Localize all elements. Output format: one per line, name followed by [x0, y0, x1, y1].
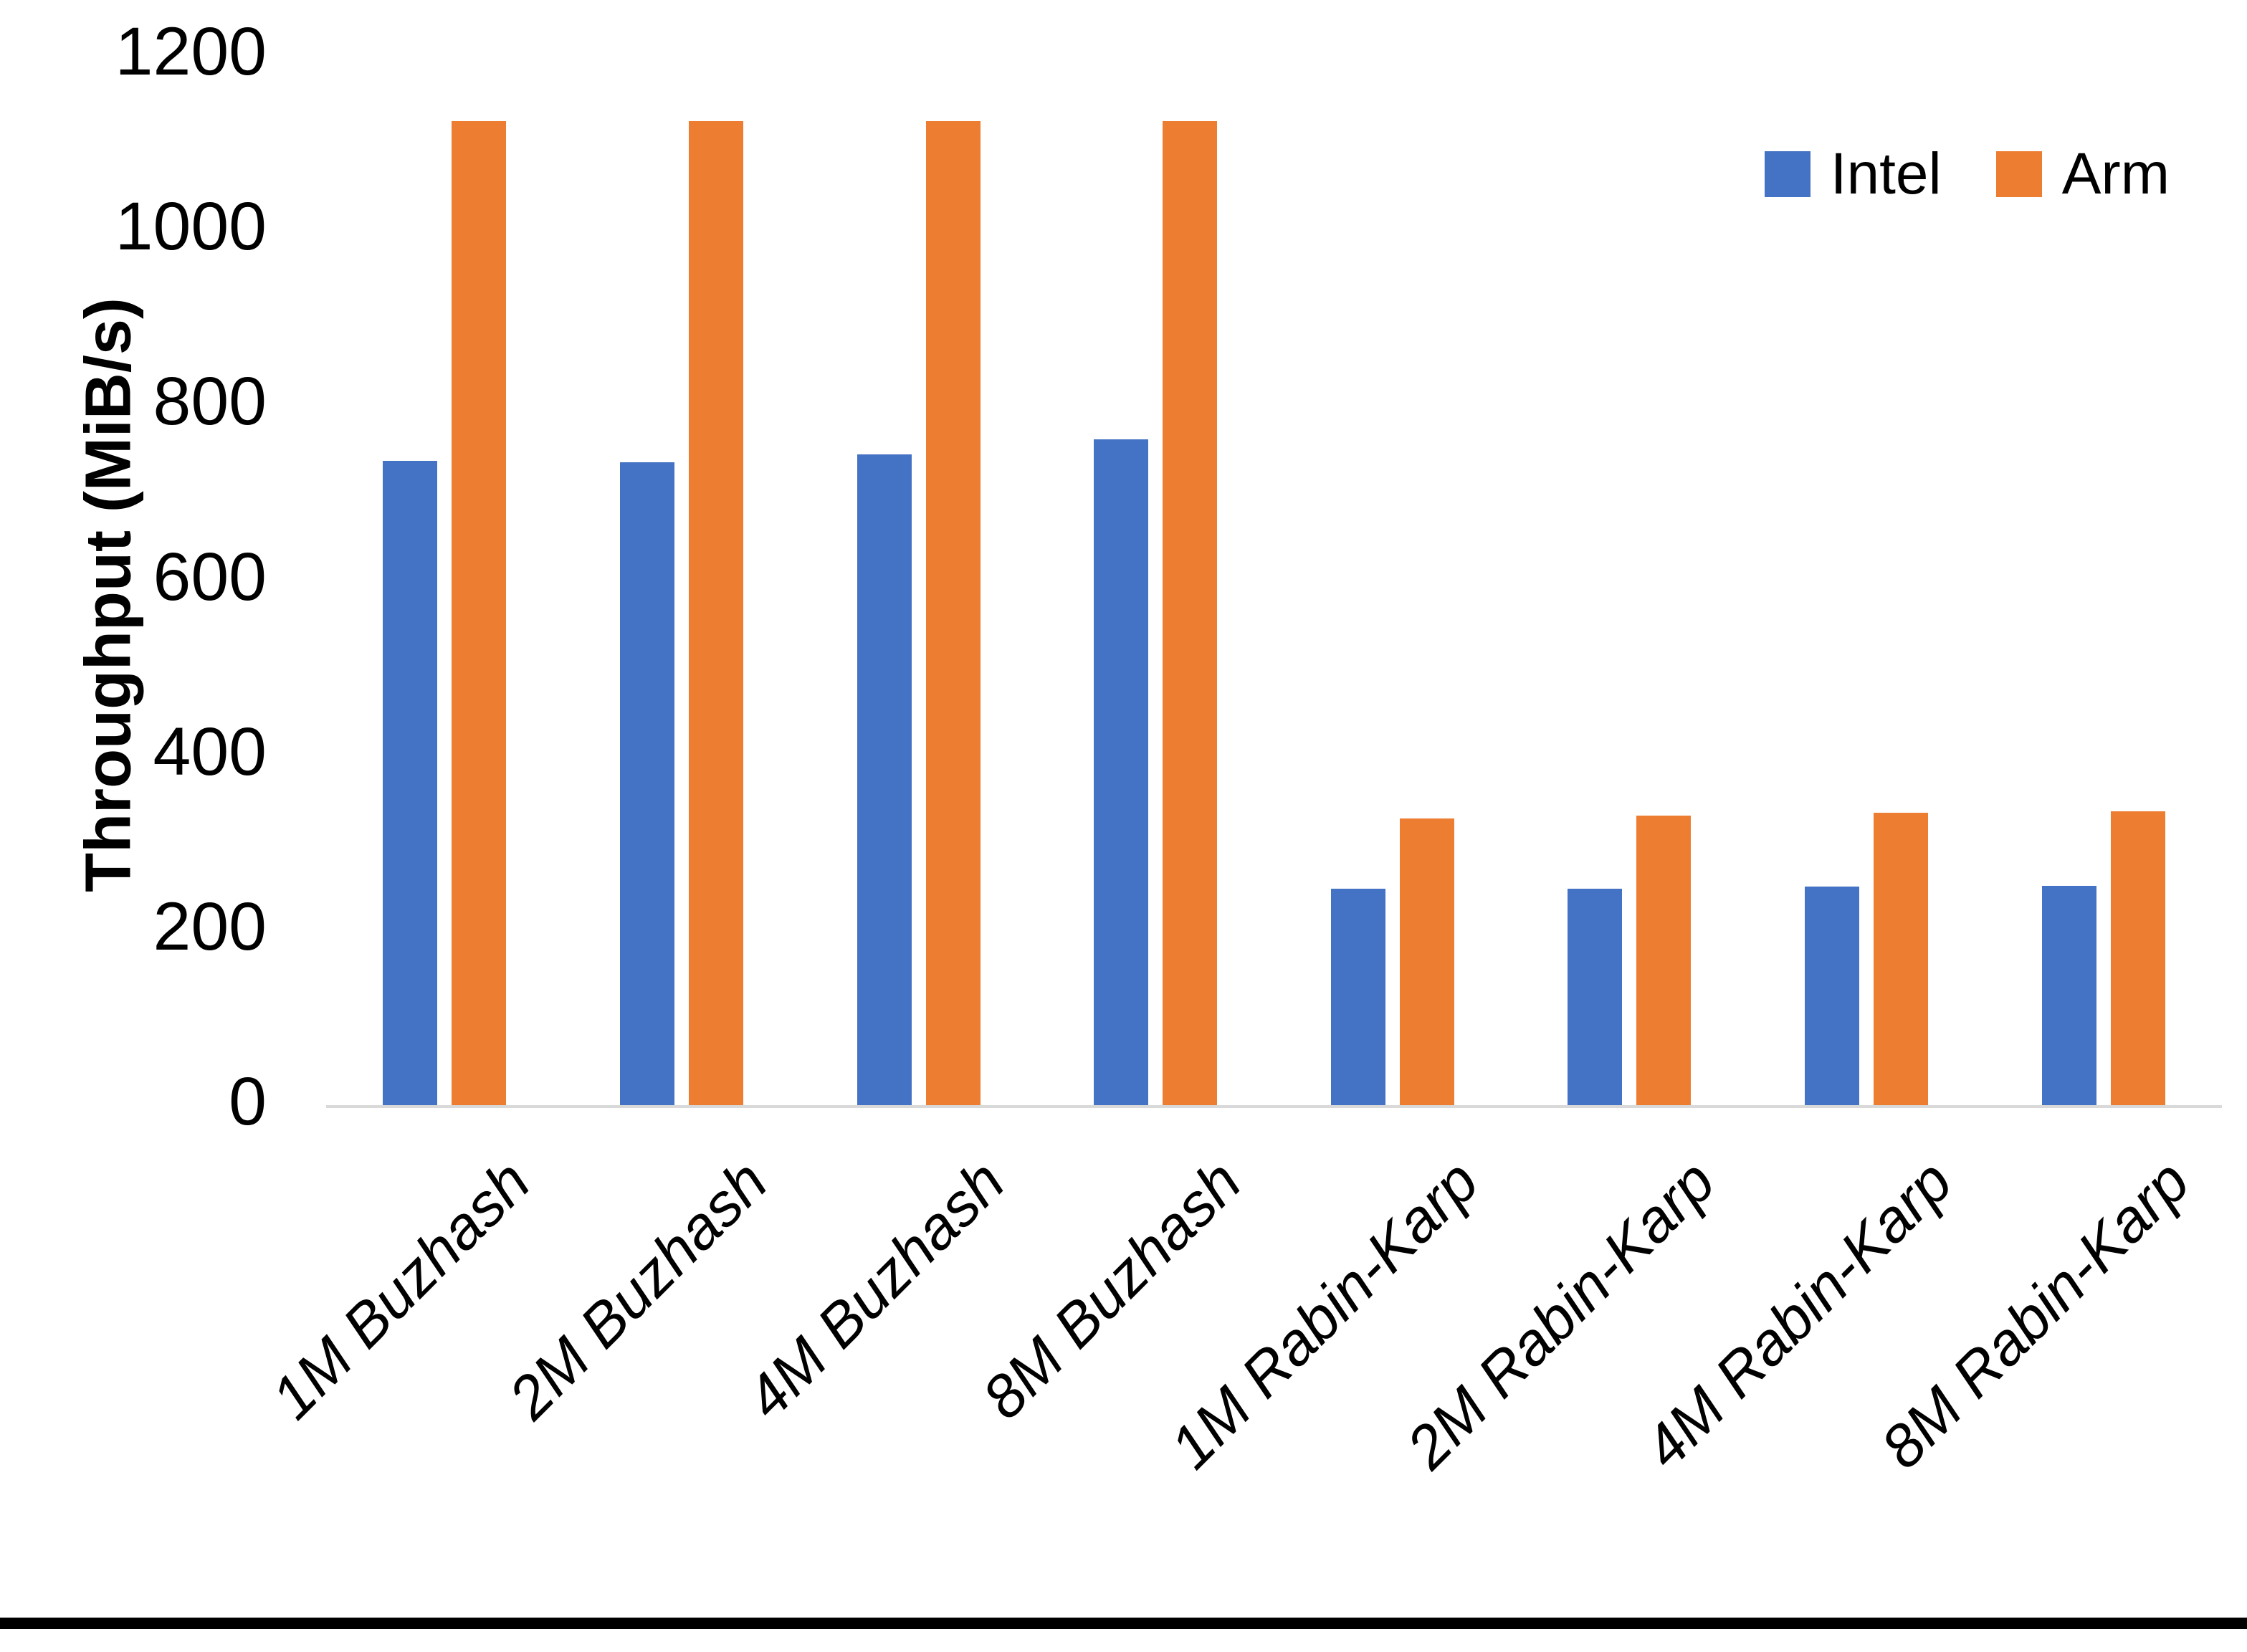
- legend-item-arm: Arm: [1995, 140, 2170, 208]
- bar-intel-4m-buzhash: [857, 454, 912, 1105]
- bar-intel-2m-rabin-karp: [1568, 889, 1623, 1105]
- x-axis-line: [326, 1105, 2222, 1108]
- y-tick-label: 600: [153, 538, 267, 615]
- bar-arm-4m-rabin-karp: [1874, 813, 1929, 1105]
- bar-intel-1m-rabin-karp: [1330, 889, 1385, 1105]
- bar-arm-8m-buzhash: [1163, 120, 1218, 1105]
- bar-intel-2m-buzhash: [619, 462, 674, 1105]
- intel-color-swatch: [1764, 151, 1811, 197]
- category-label: 2M Rabin-Karp: [1393, 1147, 1728, 1481]
- category-label: 2M Buzhash: [495, 1147, 781, 1432]
- category-label: 8M Rabin-Karp: [1867, 1147, 2202, 1481]
- bar-intel-1m-buzhash: [383, 461, 438, 1105]
- bar-arm-4m-buzhash: [925, 120, 981, 1105]
- category-label: 4M Rabin-Karp: [1631, 1147, 1965, 1481]
- legend-item-intel: Intel: [1764, 140, 1942, 208]
- bar-arm-2m-buzhash: [688, 120, 743, 1105]
- y-axis-title: Throughput (MiB/s): [72, 297, 145, 892]
- bar-arm-1m-buzhash: [452, 120, 507, 1105]
- bar-intel-8m-buzhash: [1094, 439, 1149, 1105]
- y-tick-label: 1200: [115, 14, 267, 90]
- bar-arm-8m-rabin-karp: [2110, 811, 2165, 1105]
- y-tick-label: 200: [153, 888, 267, 965]
- screenshot-bottom-border: [0, 1618, 2247, 1629]
- category-label: 1M Buzhash: [258, 1147, 543, 1432]
- bar-intel-8m-rabin-karp: [2041, 885, 2096, 1105]
- bar-intel-4m-rabin-karp: [1805, 886, 1860, 1105]
- legend-label-arm: Arm: [2061, 141, 2170, 206]
- legend: Intel Arm: [1764, 140, 2170, 208]
- y-tick-label: 0: [229, 1064, 267, 1140]
- category-label: 8M Buzhash: [969, 1147, 1254, 1432]
- y-tick-label: 1000: [115, 188, 267, 265]
- legend-label-intel: Intel: [1830, 141, 1942, 206]
- y-tick-label: 800: [153, 363, 267, 440]
- bar-arm-1m-rabin-karp: [1399, 818, 1454, 1105]
- category-label: 4M Buzhash: [733, 1147, 1017, 1432]
- category-label: 1M Rabin-Karp: [1157, 1147, 1491, 1481]
- bar-arm-2m-rabin-karp: [1636, 815, 1692, 1105]
- arm-color-swatch: [1995, 151, 2042, 197]
- y-tick-label: 400: [153, 713, 267, 790]
